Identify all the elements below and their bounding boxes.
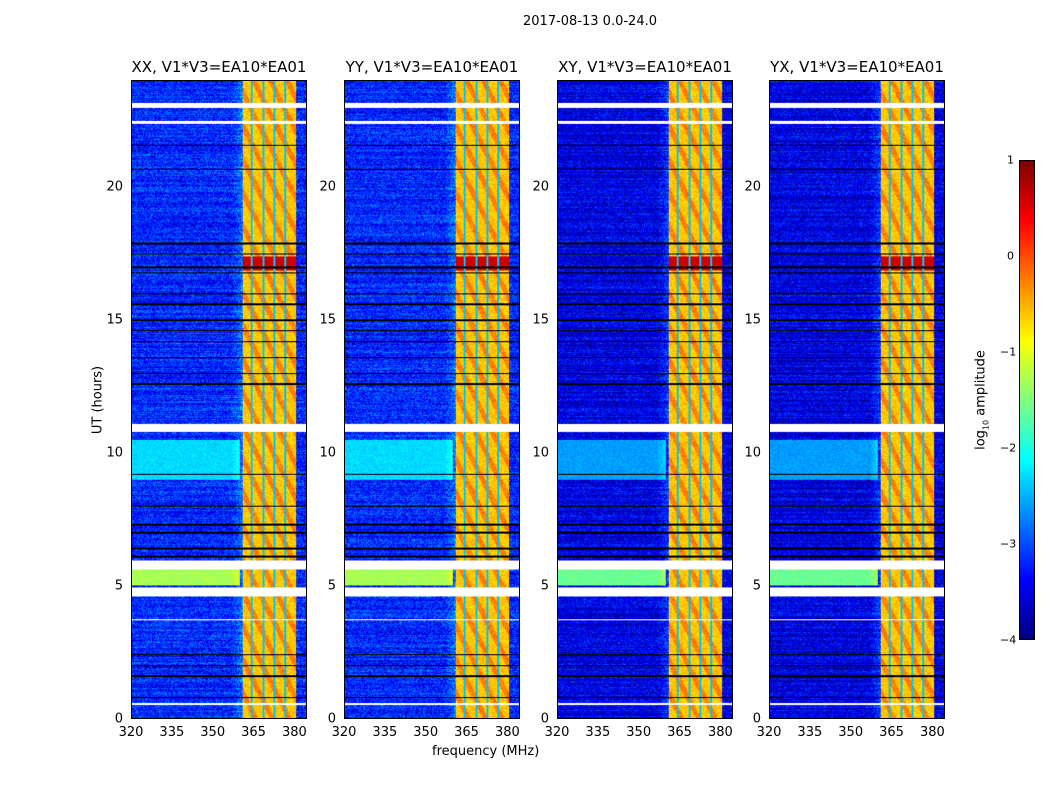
y-tick-label: 20 xyxy=(319,179,336,194)
spectrogram-heatmap xyxy=(344,80,520,719)
x-tick-label: 380 xyxy=(281,725,307,740)
y-tick-label: 15 xyxy=(532,312,549,328)
x-tick-label: 320 xyxy=(118,725,144,740)
panel-1: YY, V1*V3=EA10*EA01 320 335 350 365 380 0 5 10 15… xyxy=(319,58,520,740)
colorbar-tick-label: −2 xyxy=(1000,441,1017,455)
panel-title: XX, V1*V3=EA10*EA01 xyxy=(131,58,307,76)
colorbar-tick-label: 0 xyxy=(1007,249,1014,263)
x-tick-label: 335 xyxy=(585,725,611,740)
y-tick-label: 10 xyxy=(532,445,549,461)
y-tick-label: 5 xyxy=(327,578,336,594)
y-tick-label: 10 xyxy=(319,445,336,461)
colorbar xyxy=(1019,160,1035,640)
x-tick-label: 350 xyxy=(200,725,226,740)
x-tick-label: 365 xyxy=(667,725,692,740)
panel-title: YX, V1*V3=EA10*EA01 xyxy=(770,58,944,76)
y-tick-label: 20 xyxy=(532,179,549,194)
x-tick-label: 350 xyxy=(838,725,864,740)
colorbar-tick-label: 1 xyxy=(1007,153,1014,167)
y-tick-label: 15 xyxy=(106,312,123,328)
x-tick-label: 365 xyxy=(454,725,479,740)
panel-0: XX, V1*V3=EA10*EA01 320 335 350 365 380 0 5 10 15… xyxy=(106,58,307,740)
spectrogram-heatmap xyxy=(557,80,733,719)
x-tick-label: 350 xyxy=(626,725,652,740)
x-tick-label: 320 xyxy=(756,725,782,740)
x-tick-label: 335 xyxy=(797,725,823,740)
y-tick-label: 20 xyxy=(106,179,123,194)
y-tick-label: 0 xyxy=(752,711,761,727)
x-tick-label: 380 xyxy=(707,725,733,740)
x-tick-label: 350 xyxy=(413,725,439,740)
x-axis-label: frequency (MHz) xyxy=(432,744,540,759)
spectrogram-heatmap xyxy=(769,80,945,719)
y-tick-label: 15 xyxy=(744,312,761,328)
colorbar-tick-label: −3 xyxy=(1000,537,1017,551)
y-tick-label: 0 xyxy=(327,711,336,727)
panel-2: XY, V1*V3=EA10*EA01 320 335 350 365 380 0 5 10 15… xyxy=(532,58,733,740)
panel-title: XY, V1*V3=EA10*EA01 xyxy=(558,58,732,76)
panel-title: YY, V1*V3=EA10*EA01 xyxy=(345,58,519,76)
x-tick-label: 320 xyxy=(544,725,570,740)
figure-suptitle: 2017-08-13 0.0-24.0 xyxy=(523,14,657,29)
colorbar-tick-label: −4 xyxy=(1000,633,1017,647)
x-tick-label: 365 xyxy=(241,725,266,740)
x-tick-label: 380 xyxy=(919,725,945,740)
y-tick-label: 0 xyxy=(540,711,549,727)
y-axis-label: UT (hours) xyxy=(90,365,106,435)
y-tick-label: 5 xyxy=(752,578,761,594)
y-tick-label: 5 xyxy=(114,578,123,594)
x-tick-label: 380 xyxy=(494,725,520,740)
colorbar-label: log10 amplitude xyxy=(973,350,991,450)
colorbar-tick-label: −1 xyxy=(1000,345,1017,359)
y-tick-label: 20 xyxy=(744,179,761,194)
x-tick-label: 335 xyxy=(372,725,398,740)
x-tick-label: 335 xyxy=(159,725,185,740)
y-tick-label: 10 xyxy=(106,445,123,461)
y-tick-label: 10 xyxy=(744,445,761,461)
y-tick-label: 5 xyxy=(540,578,549,594)
x-tick-label: 320 xyxy=(331,725,357,740)
panel-3: YX, V1*V3=EA10*EA01 320 335 350 365 380 0 5 10 15… xyxy=(744,58,945,740)
spectrogram-heatmap xyxy=(131,80,307,719)
y-tick-label: 15 xyxy=(319,312,336,328)
x-tick-label: 365 xyxy=(879,725,904,740)
y-tick-label: 0 xyxy=(114,711,123,727)
